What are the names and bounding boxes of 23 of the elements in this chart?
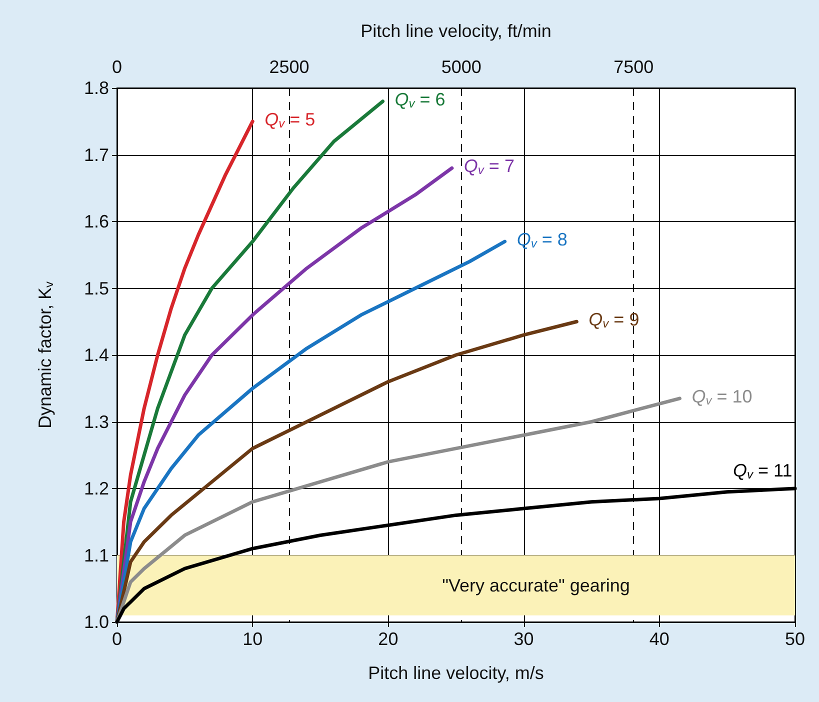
x-axis-title: Pitch line velocity, m/s bbox=[368, 663, 544, 683]
y-tick-label: 1.7 bbox=[84, 144, 109, 165]
y-tick-label: 1.5 bbox=[84, 278, 109, 298]
y-tick-label: 1.3 bbox=[84, 412, 109, 432]
x-tick-label: 40 bbox=[649, 629, 670, 649]
y-tick-label: 1.2 bbox=[84, 478, 109, 498]
x-tick-label: 30 bbox=[514, 629, 534, 649]
y-tick-label: 1.4 bbox=[84, 345, 109, 365]
x2-axis-title: Pitch line velocity, ft/min bbox=[360, 21, 552, 41]
x-tick-label: 0 bbox=[112, 629, 122, 649]
x-tick-label: 10 bbox=[242, 629, 263, 649]
x2-tick-label: 2500 bbox=[269, 57, 310, 77]
x-tick-label: 20 bbox=[378, 629, 398, 649]
y-axis-title: Dynamic factor, Kv bbox=[35, 281, 56, 429]
x-tick-label: 50 bbox=[784, 629, 806, 649]
y-tick-label: 1.1 bbox=[84, 545, 109, 566]
y-tick-label: 1.8 bbox=[84, 78, 109, 98]
x2-tick-label: 5000 bbox=[441, 57, 482, 77]
y-tick-label: 1.6 bbox=[84, 212, 109, 232]
y-tick-label: 1.0 bbox=[84, 612, 109, 632]
x2-tick-label: 7500 bbox=[614, 57, 654, 77]
band-label: "Very accurate" gearing bbox=[442, 575, 630, 596]
x2-tick-label: 0 bbox=[112, 57, 122, 77]
